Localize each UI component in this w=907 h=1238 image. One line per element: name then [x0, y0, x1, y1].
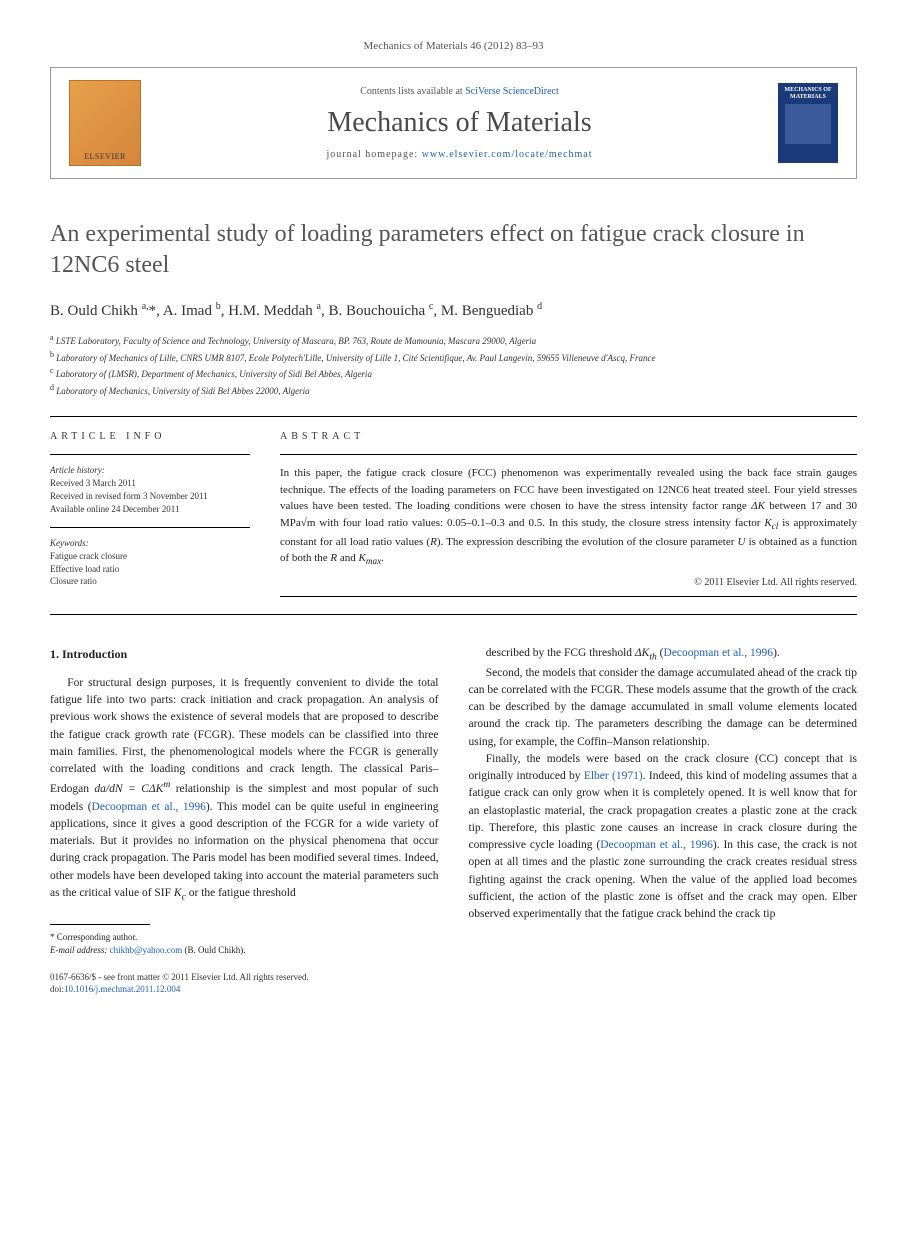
affiliation: a LSTE Laboratory, Faculty of Science an… [50, 332, 857, 349]
abstract-column: ABSTRACT In this paper, the fatigue crac… [280, 431, 857, 600]
authors-line: B. Ould Chikh a,*, A. Imad b, H.M. Medda… [50, 301, 857, 320]
homepage-prefix: journal homepage: [326, 149, 421, 160]
doi-label: doi: [50, 984, 64, 994]
history-item: Received in revised form 3 November 2011 [50, 490, 250, 503]
body-columns: 1. Introduction For structural design pu… [50, 645, 857, 996]
abstract-text: In this paper, the fatigue crack closure… [280, 465, 857, 569]
history-item: Available online 24 December 2011 [50, 503, 250, 516]
article-title: An experimental study of loading paramet… [50, 219, 857, 281]
cover-thumb-title: MECHANICS OF MATERIALS [782, 87, 834, 100]
column-right: described by the FCG threshold ΔKth (Dec… [469, 645, 858, 996]
corresponding-author: * Corresponding author. [50, 931, 439, 944]
section-heading: 1. Introduction [50, 645, 439, 663]
keyword: Fatigue crack closure [50, 550, 250, 563]
divider [280, 454, 857, 455]
journal-reference: Mechanics of Materials 46 (2012) 83–93 [50, 40, 857, 52]
keyword: Closure ratio [50, 575, 250, 588]
paragraph: described by the FCG threshold ΔKth (Dec… [469, 645, 858, 665]
paragraph: For structural design purposes, it is fr… [50, 675, 439, 904]
keywords-block: Keywords: Fatigue crack closure Effectiv… [50, 538, 250, 588]
affiliation: c Laboratory of (LMSR), Department of Me… [50, 365, 857, 382]
cover-thumb-image [785, 104, 832, 144]
keywords-heading: Keywords: [50, 538, 250, 548]
divider [50, 454, 250, 455]
divider [280, 596, 857, 597]
journal-cover-thumbnail: MECHANICS OF MATERIALS [778, 83, 838, 163]
paragraph: Second, the models that consider the dam… [469, 665, 858, 751]
divider [50, 614, 857, 615]
homepage-line: journal homepage: www.elsevier.com/locat… [156, 149, 763, 160]
article-info-heading: ARTICLE INFO [50, 431, 250, 442]
front-matter-line: 0167-6636/$ - see front matter © 2011 El… [50, 971, 439, 984]
header-box: ELSEVIER Contents lists available at Sci… [50, 67, 857, 179]
email-link[interactable]: chikhb@yahoo.com [110, 945, 183, 955]
contents-available-line: Contents lists available at SciVerse Sci… [156, 86, 763, 97]
divider [50, 527, 250, 528]
email-label: E-mail address: [50, 945, 107, 955]
elsevier-logo: ELSEVIER [69, 80, 141, 166]
bottom-meta: 0167-6636/$ - see front matter © 2011 El… [50, 971, 439, 996]
keyword: Effective load ratio [50, 563, 250, 576]
email-line: E-mail address: chikhb@yahoo.com (B. Oul… [50, 944, 439, 957]
page: Mechanics of Materials 46 (2012) 83–93 E… [0, 0, 907, 1036]
affiliations: a LSTE Laboratory, Faculty of Science an… [50, 332, 857, 398]
abstract-heading: ABSTRACT [280, 431, 857, 442]
sciencedirect-link[interactable]: SciVerse ScienceDirect [465, 86, 559, 97]
doi-link[interactable]: 10.1016/j.mechmat.2011.12.004 [64, 984, 180, 994]
column-left: 1. Introduction For structural design pu… [50, 645, 439, 996]
contents-prefix: Contents lists available at [360, 86, 465, 97]
meta-row: ARTICLE INFO Article history: Received 3… [50, 417, 857, 614]
article-history: Article history: Received 3 March 2011 R… [50, 465, 250, 515]
affiliation: d Laboratory of Mechanics, University of… [50, 382, 857, 399]
article-info-column: ARTICLE INFO Article history: Received 3… [50, 431, 250, 600]
journal-name: Mechanics of Materials [156, 107, 763, 139]
homepage-link[interactable]: www.elsevier.com/locate/mechmat [422, 149, 593, 160]
copyright-line: © 2011 Elsevier Ltd. All rights reserved… [280, 577, 857, 588]
footnote-divider [50, 924, 150, 925]
doi-line: doi:10.1016/j.mechmat.2011.12.004 [50, 983, 439, 996]
history-heading: Article history: [50, 465, 250, 475]
affiliation: b Laboratory of Mechanics of Lille, CNRS… [50, 349, 857, 366]
email-name: (B. Ould Chikh). [184, 945, 245, 955]
paragraph: Finally, the models were based on the cr… [469, 751, 858, 924]
footnote: * Corresponding author. E-mail address: … [50, 931, 439, 956]
header-center: Contents lists available at SciVerse Sci… [156, 86, 763, 160]
history-item: Received 3 March 2011 [50, 477, 250, 490]
elsevier-logo-text: ELSEVIER [84, 152, 126, 161]
